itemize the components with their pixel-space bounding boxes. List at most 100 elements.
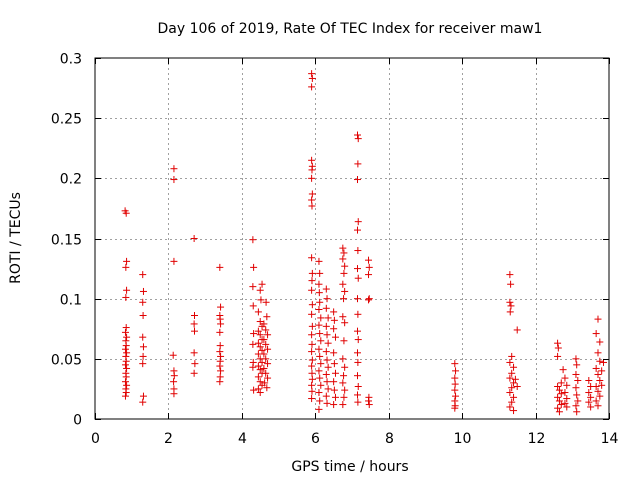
data-point [330,325,338,333]
data-point [308,277,316,285]
data-point [573,391,581,399]
y-tick-label: 0.1 [60,293,82,309]
data-point [340,393,348,401]
data-point [315,367,323,375]
data-point [264,374,272,382]
data-point [308,70,316,78]
data-point [217,367,225,375]
y-tick-label: 0 [73,413,82,429]
data-point [256,366,264,374]
data-point [317,381,325,389]
data-point [598,367,606,375]
data-point [555,386,563,394]
data-point [592,397,600,405]
data-point [331,393,339,401]
x-tick-label: 2 [164,431,173,447]
data-point [122,389,130,397]
data-point [594,349,602,357]
data-point [308,190,316,198]
data-point [123,349,131,357]
data-point [308,74,316,82]
data-point [511,375,519,383]
data-point [592,330,600,338]
data-point [262,355,270,363]
data-point [315,280,323,288]
data-point [339,255,347,263]
data-point [308,156,316,164]
data-point [249,236,257,244]
data-point [365,263,373,271]
data-point [340,249,348,257]
data-point [330,378,338,386]
data-point [123,381,131,389]
data-point [256,389,264,397]
y-tick-label: 0.15 [51,233,82,249]
data-point [506,298,514,306]
data-point [354,131,362,139]
data-point [308,348,316,356]
y-tick-label: 0.3 [60,52,82,68]
data-point [308,174,316,182]
data-point [254,327,262,335]
data-point [451,404,459,412]
data-point [139,352,147,360]
data-point [122,342,130,350]
data-point [216,348,224,356]
data-point [122,324,130,332]
data-point [316,397,324,405]
data-point [507,280,515,288]
x-tick-label: 6 [311,431,320,447]
data-point [331,369,339,377]
data-point [190,327,198,335]
data-point [216,378,224,386]
data-point [354,372,362,380]
data-point [563,381,571,389]
data-point [322,348,330,356]
data-point [330,386,338,394]
data-point [170,165,178,173]
data-point [190,235,198,242]
data-point [561,374,569,382]
data-point [585,389,593,397]
data-point [554,352,562,360]
data-point [262,369,270,377]
data-point [260,336,268,344]
data-point [506,374,514,382]
data-point [190,349,198,357]
data-point [574,376,582,384]
data-point [308,254,316,262]
data-point [557,379,565,387]
data-point [169,351,177,359]
data-point [262,340,270,348]
data-point [330,349,338,357]
data-point [592,383,600,391]
data-point [123,333,131,341]
data-point [354,310,362,318]
data-point [190,312,198,320]
data-point [330,360,338,368]
data-point [598,381,606,389]
data-point [308,395,316,403]
data-point [323,378,331,386]
data-point [170,372,178,380]
data-point [594,387,602,395]
data-point [451,360,459,368]
data-point [451,374,459,382]
data-point [587,393,595,401]
data-point [260,364,268,372]
data-point [365,296,373,304]
data-point [572,370,580,378]
data-point [324,314,332,322]
x-tick-label: 4 [238,431,247,447]
data-point [572,402,580,410]
data-point [510,363,518,371]
plot-frame [94,57,610,420]
y-axis-label: ROTI / TECUs [8,192,24,284]
data-point [596,392,604,400]
data-point [315,345,323,353]
data-point [340,372,348,380]
data-point [557,390,565,398]
data-point [315,405,323,413]
data-point [139,398,147,406]
data-point [557,401,565,409]
